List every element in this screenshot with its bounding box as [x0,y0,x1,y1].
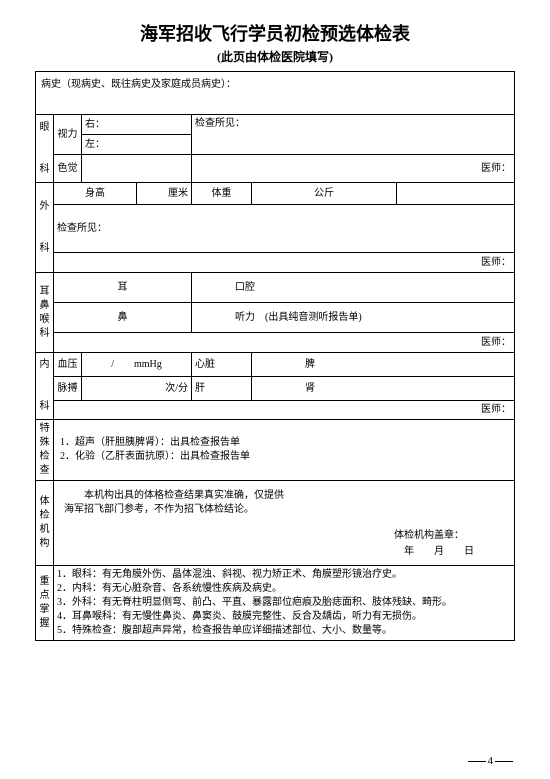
height-unit: 厘米 [137,183,192,205]
color-vision-label: 色觉 [54,155,82,183]
spleen-label: 脾 [252,353,515,377]
bp-label: 血压 [54,353,82,377]
table-row: 脉搏 次/分 肝 肾 [36,377,515,401]
table-row: 鼻 听力 (出具纯音测听报告单) [36,303,515,333]
table-row: 重点掌握 1．眼科：有无角膜外伤、晶体混浊、斜视、视力矫正术、角膜塑形镜治疗史。… [36,566,515,641]
ear-label: 耳 [54,273,192,303]
pulse-unit: 次/分 [82,377,192,401]
table-row: 外科 身高 厘米 体重 公斤 [36,183,515,205]
surgery-section-label: 外科 [36,183,54,273]
surgery-doctor: 医师： [54,253,515,273]
vision-right: 右： [82,115,192,135]
table-row: 医师： [36,253,515,273]
pulse-label: 脉搏 [54,377,82,401]
hearing-label: 听力 (出具纯音测听报告单) [192,303,515,333]
eye-doctor: 医师： [192,155,515,183]
table-row: 耳鼻喉科 耳 口腔 [36,273,515,303]
internal-section-label: 内科 [36,353,54,420]
ent-doctor: 医师： [54,333,515,353]
org-content: 本机构出具的体格检查结果真实准确，仅提供 海军招飞部门参考，不作为招飞体检结论。… [54,481,515,566]
liver-label: 肝 [192,377,252,401]
history-box: 病史（现病史、既往病史及家庭成员病史）： [35,71,515,115]
page-title: 海军招收飞行学员初检预选体检表 [35,20,515,46]
height-label: 身高 [54,183,137,205]
eye-section-label: 眼科 [36,115,54,183]
org-section-label: 体检机构 [36,481,54,566]
surgery-blank [397,183,515,205]
bp-unit: / mmHg [82,353,192,377]
ent-section-label: 耳鼻喉科 [36,273,54,353]
eye-finding: 检查所见： [192,115,515,155]
table-row: 色觉 医师： [36,155,515,183]
vision-left: 左： [82,135,192,155]
nose-label: 鼻 [54,303,192,333]
page-subtitle: (此页由体检医院填写) [35,48,515,65]
internal-doctor: 医师： [54,401,515,420]
page-number: 4 [466,755,516,767]
table-row: 检查所见： [36,205,515,253]
kidney-label: 肾 [252,377,515,401]
table-row: 特殊检查 1．超声（肝胆胰脾肾）：出具检查报告单 2．化验（乙肝表面抗原）：出具… [36,420,515,481]
table-row: 体检机构 本机构出具的体格检查结果真实准确，仅提供 海军招飞部门参考，不作为招飞… [36,481,515,566]
table-row: 医师： [36,333,515,353]
table-row: 眼科 视力 右： 检查所见： [36,115,515,135]
points-content: 1．眼科：有无角膜外伤、晶体混浊、斜视、视力矫正术、角膜塑形镜治疗史。 2．内科… [54,566,515,641]
special-section-label: 特殊检查 [36,420,54,481]
surgery-finding: 检查所见： [54,205,515,253]
oral-label: 口腔 [192,273,515,303]
points-section-label: 重点掌握 [36,566,54,641]
weight-label: 体重 [192,183,252,205]
vision-label: 视力 [54,115,82,155]
special-content: 1．超声（肝胆胰脾肾）：出具检查报告单 2．化验（乙肝表面抗原）：出具检查报告单 [54,420,515,481]
exam-table: 眼科 视力 右： 检查所见： 左： 色觉 医师： 外科 身高 厘米 体重 公斤 … [35,114,515,641]
table-row: 医师： [36,401,515,420]
weight-unit: 公斤 [252,183,397,205]
color-vision-value [82,155,192,183]
table-row: 内科 血压 / mmHg 心脏 脾 [36,353,515,377]
heart-label: 心脏 [192,353,252,377]
